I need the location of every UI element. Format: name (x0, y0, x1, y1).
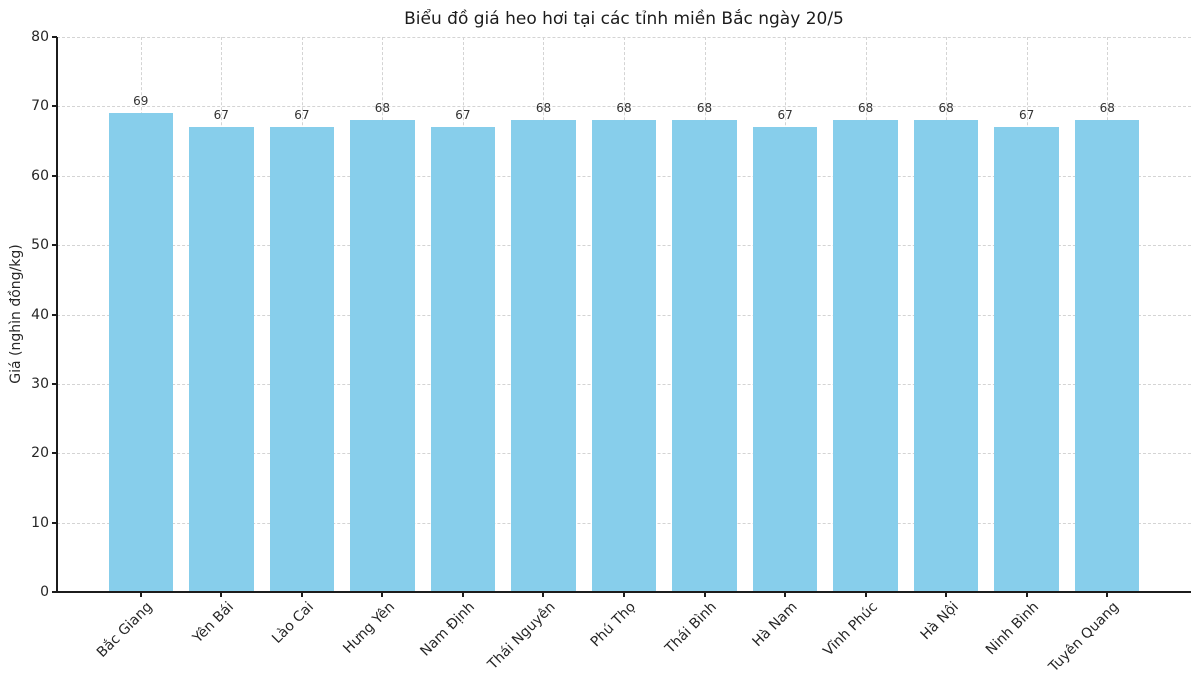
x-tick-mark (220, 592, 223, 597)
bar-value-label: 69 (133, 94, 149, 109)
bar (591, 120, 657, 592)
x-tick-label: Phú Thọ (587, 599, 640, 651)
x-tick-label: Lào Cai (269, 599, 318, 647)
bar-value-label: 68 (374, 101, 391, 116)
y-tick-mark (52, 382, 57, 385)
y-tick-mark (52, 174, 57, 177)
x-tick-label: Tuyên Quang (1046, 599, 1123, 676)
x-tick-mark (623, 592, 625, 597)
y-axis-spine (56, 37, 58, 593)
x-axis-spine (56, 591, 1191, 593)
x-tick-mark (945, 592, 948, 597)
y-tick-mark (52, 591, 57, 593)
x-tick-mark (381, 592, 384, 597)
bar-value-label: 68 (616, 101, 632, 116)
y-tick-label: 10 (31, 514, 49, 531)
bar (269, 127, 335, 592)
y-tick-label: 20 (31, 445, 49, 462)
bar-value-label: 68 (1099, 101, 1115, 116)
x-tick-mark (784, 592, 787, 597)
bar-value-label: 68 (938, 101, 954, 116)
bar-value-label: 68 (857, 101, 874, 116)
x-tick-mark (1106, 592, 1109, 597)
x-tick-label: Hà Nam (749, 599, 801, 651)
x-tick-mark (300, 592, 303, 597)
bar (672, 120, 737, 592)
y-tick-mark (52, 36, 57, 38)
y-tick-mark (52, 452, 57, 455)
bar (430, 127, 496, 592)
bar (1075, 120, 1140, 592)
y-tick-label: 60 (31, 167, 49, 184)
x-tick-mark (703, 592, 706, 597)
y-tick-label: 70 (31, 98, 49, 115)
bar-value-label: 68 (696, 101, 713, 116)
y-tick-mark (52, 521, 57, 524)
bar (350, 120, 415, 592)
bar (994, 127, 1059, 592)
y-tick-label: 80 (31, 29, 49, 45)
x-tick-label: Thái Nguyên (484, 599, 559, 673)
bar-value-label: 68 (535, 101, 552, 116)
bar-value-label: 67 (213, 108, 229, 123)
bar-value-label: 67 (1019, 108, 1035, 123)
y-tick-mark (52, 244, 57, 247)
chart-title: Biểu đồ giá heo hơi tại các tỉnh miền Bắ… (404, 9, 844, 29)
x-tick-label: Hà Nội (917, 599, 962, 644)
x-tick-mark (542, 592, 545, 597)
y-tick-mark (52, 105, 57, 108)
x-tick-label: Ninh Bình (982, 599, 1043, 659)
bar (108, 113, 173, 592)
x-tick-mark (461, 592, 464, 597)
y-tick-mark (52, 313, 57, 316)
x-tick-label: Vĩnh Phúc (820, 599, 881, 660)
bar-value-label: 67 (294, 108, 310, 123)
y-tick-label: 30 (31, 375, 49, 392)
bar-value-label: 67 (777, 108, 793, 123)
y-tick-label: 0 (40, 584, 49, 600)
bar (189, 127, 254, 592)
x-tick-label: Nam Định (417, 599, 479, 660)
x-tick-label: Yên Bái (189, 599, 237, 647)
x-tick-mark (864, 592, 867, 597)
x-tick-label: Bắc Giang (94, 599, 157, 661)
x-tick-mark (139, 592, 142, 597)
y-tick-label: 40 (31, 306, 49, 323)
x-tick-mark (1025, 592, 1028, 597)
x-tick-label: Thái Bình (662, 599, 720, 657)
bar-value-label: 67 (455, 108, 471, 123)
x-tick-label: Hưng Yên (339, 599, 398, 657)
bar (752, 127, 818, 592)
bar (511, 120, 576, 592)
bar (913, 120, 979, 592)
y-tick-label: 50 (31, 237, 49, 254)
bar (833, 120, 898, 592)
